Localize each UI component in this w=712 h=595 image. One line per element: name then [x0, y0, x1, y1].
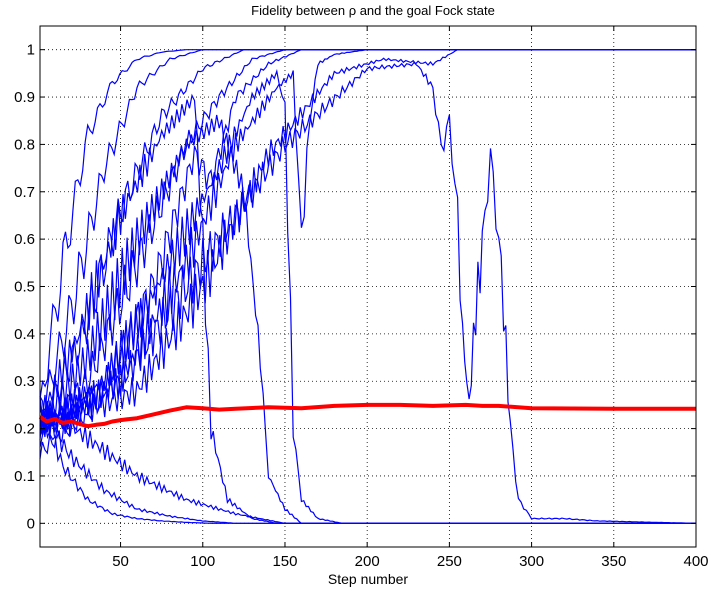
- trajectory-line: [39, 114, 696, 524]
- plot-lines: [38, 49, 696, 524]
- y-tick-label: 0.1: [14, 468, 35, 485]
- x-tick-label: 50: [112, 553, 129, 570]
- y-tick-label: 0.2: [14, 421, 35, 438]
- trajectory-line: [39, 396, 696, 524]
- trajectory-line: [39, 49, 696, 436]
- axis-ticks: 50 100 150 200 250 300 350 400 0 0.1 0.2 0.3 0.4 0.5 0…: [14, 26, 709, 570]
- trajectory-line: [39, 49, 696, 436]
- trajectory-line: [39, 93, 696, 524]
- x-tick-label: 300: [519, 553, 544, 570]
- y-tick-label: 0.4: [14, 326, 35, 343]
- y-tick-label: 1: [27, 42, 35, 59]
- trajectory-line: [39, 49, 696, 417]
- y-tick-label: 0.7: [14, 184, 35, 201]
- average-fidelity-line: [38, 402, 696, 429]
- y-tick-label: 0.3: [14, 373, 35, 390]
- trajectory-line: [39, 61, 696, 524]
- y-tick-label: 0.8: [14, 136, 35, 153]
- trajectory-line: [39, 49, 696, 400]
- y-tick-label: 0: [27, 515, 35, 532]
- y-tick-label: 0.6: [14, 231, 35, 248]
- x-tick-label: 150: [272, 553, 297, 570]
- y-tick-label: 0.5: [14, 279, 35, 296]
- trajectory-line: [39, 68, 696, 524]
- trajectory-line: [39, 49, 696, 448]
- x-tick-label: 350: [601, 553, 626, 570]
- grid-lines: [40, 26, 696, 547]
- x-tick-label: 400: [683, 553, 708, 570]
- plot-frame: [39, 25, 697, 548]
- y-tick-label: 0.9: [14, 89, 35, 106]
- trajectory-line: [39, 394, 696, 524]
- x-axis-label: Step number: [328, 571, 408, 587]
- trajectory-line: [39, 49, 696, 434]
- chart-title: Fidelity between ρ and the goal Fock sta…: [251, 3, 495, 18]
- x-tick-label: 100: [190, 553, 215, 570]
- x-tick-label: 200: [355, 553, 380, 570]
- trajectory-line: [39, 396, 696, 524]
- x-tick-label: 250: [437, 553, 462, 570]
